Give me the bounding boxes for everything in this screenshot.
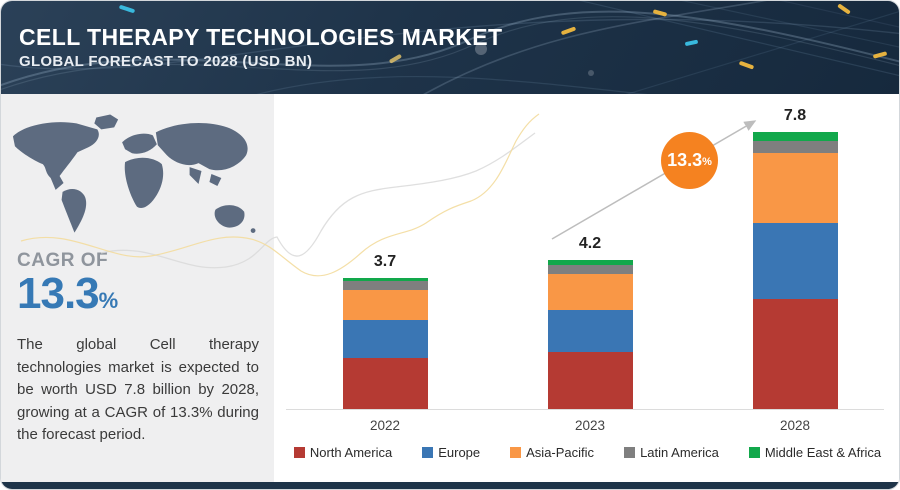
map-asia [155,122,248,171]
chart-legend: North America Europe Asia-Pacific Latin Ame… [274,445,899,460]
bar-segment-asia-pacific-2022 [342,290,428,321]
bar-segment-asia-pacific-2028 [752,153,838,223]
legend-item-north-america: North America [293,445,393,460]
bar-segment-latin-america-2028 [752,140,838,154]
map-southeast-asia [209,174,222,186]
map-north-america [12,122,99,190]
header-banner: CELL THERAPY TECHNOLOGIES MARKET GLOBAL … [1,1,899,94]
legend-swatch-europe [422,447,434,458]
map-europe [122,133,157,154]
legend-item-middle-east-africa: Middle East & Africa [748,445,882,460]
legend-swatch-north-america [293,447,305,458]
page-title: CELL THERAPY TECHNOLOGIES MARKET [19,24,503,50]
bar-segment-europe-2023 [547,309,633,353]
legend-label-middle-east-africa: Middle East & Africa [764,445,882,460]
legend-label-europe: Europe [438,445,481,460]
map-australia [214,205,245,228]
legend-item-europe: Europe [422,445,480,460]
legend-label-latin-america: Latin America [640,445,719,460]
bar-segment-europe-2028 [752,222,838,299]
header-network-decoration [1,1,899,94]
bar-total-label-2022: 3.7 [373,252,397,270]
cagr-badge: 13.3% [661,132,718,189]
bar-segment-north-america-2028 [752,298,838,409]
map-greenland [94,114,119,130]
cagr-badge-unit: % [702,156,712,168]
legend-label-asia-pacific: Asia-Pacific [526,445,595,460]
world-map [7,112,265,244]
legend-swatch-middle-east-africa [748,447,760,458]
map-africa [124,157,164,209]
cagr-value: 13.3 [17,269,100,318]
stacked-bars: 3.7 2022 4.2 2023 7.8 2028 [274,94,899,484]
bar-total-label-2028: 7.8 [783,107,807,125]
bar-segment-middle-east-africa-2028 [752,132,838,141]
x-axis-line [286,409,884,410]
cagr-block: CAGR OF 13.3% [17,250,118,316]
x-axis-label-2022: 2022 [369,418,401,433]
chart-area: 3.7 2022 4.2 2023 7.8 2028 North America Europ… [274,94,899,484]
footer-bar [1,482,899,489]
sidebar: CAGR OF 13.3% The global Cell therapy te… [1,94,274,484]
x-axis-label-2028: 2028 [779,418,811,433]
x-axis-label-2023: 2023 [574,418,606,433]
cagr-unit: % [98,288,119,313]
map-south-america [61,189,87,233]
bar-segment-asia-pacific-2023 [547,274,633,310]
legend-item-asia-pacific: Asia-Pacific [510,445,594,460]
market-description: The global Cell therapy technologies mar… [17,336,259,443]
bar-segment-latin-america-2022 [342,281,428,291]
legend-swatch-asia-pacific [510,447,522,458]
legend-label-north-america: North America [309,445,393,460]
legend-item-latin-america: Latin America [624,445,719,460]
bar-segment-north-america-2022 [342,357,428,409]
bar-segment-middle-east-africa-2023 [547,259,633,266]
bar-segment-europe-2022 [342,320,428,358]
bar-segment-middle-east-africa-2022 [342,277,428,282]
legend-swatch-latin-america [624,447,636,458]
map-india [189,167,202,184]
bar-segment-north-america-2023 [547,352,633,409]
bar-total-label-2023: 4.2 [578,234,602,252]
page-subtitle: GLOBAL FORECAST TO 2028 (USD BN) [19,53,313,71]
cagr-badge-value: 13.3 [667,150,703,170]
bar-segment-latin-america-2023 [547,265,633,275]
